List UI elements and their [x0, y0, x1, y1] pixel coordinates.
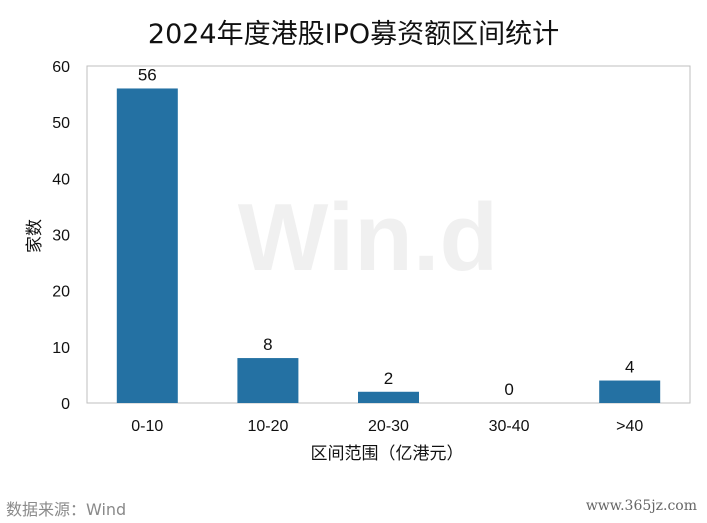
x-tick-label: 30-40 [489, 418, 530, 435]
x-tick-label: 0-10 [131, 418, 163, 435]
y-tick-label: 30 [52, 228, 70, 245]
bar [358, 391, 419, 403]
bar-value-label: 4 [625, 358, 634, 377]
bar-value-label: 0 [504, 380, 513, 399]
y-tick-label: 10 [52, 340, 70, 357]
y-tick-label: 40 [52, 171, 70, 188]
bar [237, 358, 299, 403]
source-note: 数据来源：Wind [6, 500, 127, 519]
bar [599, 380, 661, 403]
x-tick-label: 10-20 [247, 418, 288, 435]
bar [116, 88, 178, 403]
y-tick-label: 0 [61, 396, 70, 413]
y-tick-label: 60 [52, 59, 70, 76]
y-tick-label: 50 [52, 115, 70, 132]
bars [116, 88, 661, 403]
data-labels: 56 8 2 0 4 [138, 65, 635, 399]
watermark: Win.d [238, 184, 498, 291]
site-watermark: www.365jz.com [585, 498, 697, 514]
bar-value-label: 2 [384, 369, 393, 388]
x-axis-label: 区间范围（亿港元） [311, 444, 464, 464]
x-tick-label: >40 [616, 418, 643, 435]
y-axis-ticks: 0 10 20 30 40 50 60 [52, 59, 70, 413]
x-tick-label: 20-30 [368, 418, 409, 435]
x-axis-ticks: 0-10 10-20 20-30 30-40 >40 [131, 418, 643, 435]
y-tick-label: 20 [52, 284, 70, 301]
bar-value-label: 56 [138, 65, 157, 84]
chart-title: 2024年度港股IPO募资额区间统计 [147, 19, 560, 50]
bar-value-label: 8 [263, 335, 272, 354]
y-axis-label: 家数 [25, 219, 45, 253]
